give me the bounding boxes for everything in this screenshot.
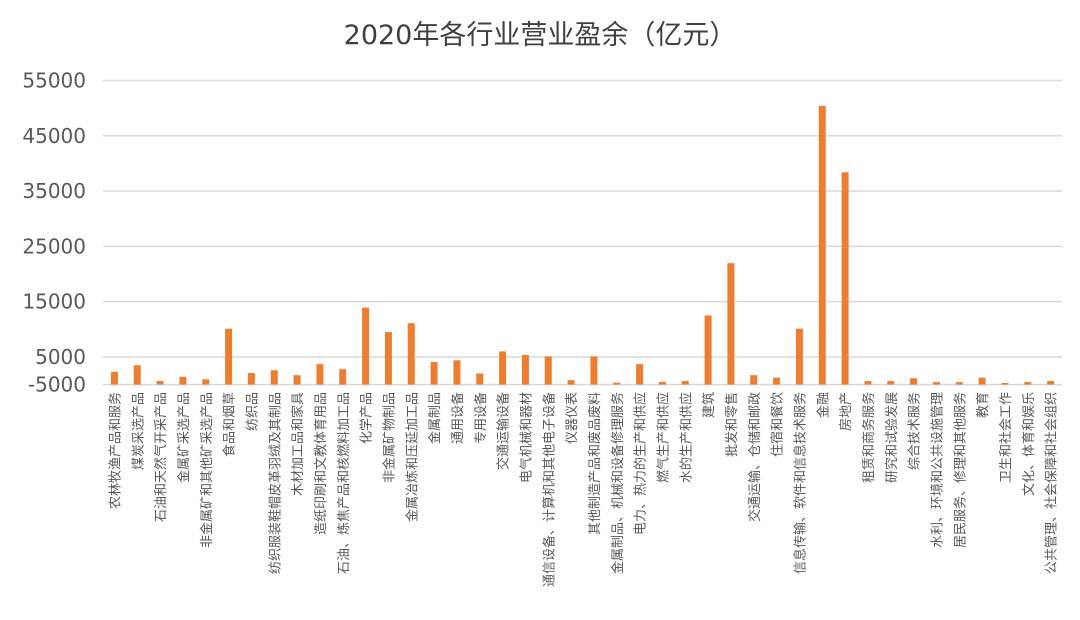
x-tick-label: 化学产品 xyxy=(359,392,375,444)
bar xyxy=(841,172,849,385)
x-tick-label: 交通运输设备 xyxy=(496,392,512,470)
x-tick-label: 居民服务、修理和其他服务 xyxy=(952,392,968,548)
x-tick-label: 水利、环境和公共设施管理 xyxy=(930,392,945,548)
bar xyxy=(636,364,644,385)
bar xyxy=(316,364,324,385)
bar xyxy=(567,380,575,385)
x-tick-label: 房地产 xyxy=(838,392,854,431)
bar xyxy=(750,375,758,385)
bar xyxy=(613,382,621,385)
bar xyxy=(681,381,689,385)
x-tick-label: 农林牧渔产品和服务 xyxy=(107,392,123,509)
y-axis: 55000 45000 35000 25000 15000 5000 -5000 xyxy=(22,68,86,396)
bar xyxy=(179,376,187,385)
x-tick-label: 卫生和社会工作 xyxy=(998,392,1014,483)
x-tick-label: 金属制品 xyxy=(427,392,443,444)
bar xyxy=(864,381,872,385)
x-tick-label: 交通运输、仓储和邮政 xyxy=(747,392,763,522)
bar xyxy=(910,378,918,385)
x-tick-label: 非金属矿物制品 xyxy=(381,392,397,483)
bar xyxy=(704,315,712,385)
bars xyxy=(110,105,1055,385)
bar xyxy=(727,263,735,385)
bar xyxy=(590,356,598,385)
bar xyxy=(407,323,415,385)
bar xyxy=(339,369,347,385)
bar xyxy=(1001,382,1009,385)
x-tick-label: 专用设备 xyxy=(473,392,489,444)
bar xyxy=(362,307,370,385)
chart-title: 2020年各行业营业盈余（亿元） xyxy=(344,20,737,51)
bar xyxy=(476,373,484,385)
y-tick-label: 25000 xyxy=(22,234,86,258)
x-tick-label: 研究和试验发展 xyxy=(884,392,900,483)
x-tick-label: 水的生产和供应 xyxy=(678,392,694,483)
x-tick-label: 燃气生产和供应 xyxy=(655,392,671,483)
bar xyxy=(1024,382,1032,385)
x-tick-label: 教育 xyxy=(975,392,991,418)
bar xyxy=(818,105,826,385)
bar xyxy=(932,382,940,385)
x-tick-label: 电气机械和器材 xyxy=(518,392,534,483)
bar xyxy=(225,328,233,385)
x-tick-label: 金融 xyxy=(815,392,831,418)
bar xyxy=(1047,381,1055,385)
x-tick-label: 通用设备 xyxy=(450,392,466,444)
bar xyxy=(247,372,255,385)
x-tick-label: 纺织服装鞋帽皮革羽绒及其制品 xyxy=(267,392,283,574)
y-tick-label: 55000 xyxy=(22,68,86,92)
x-tick-label: 其他制造产品和废品废料 xyxy=(587,392,603,535)
gridlines xyxy=(103,79,1062,386)
bar xyxy=(887,381,895,385)
y-tick-label: 5000 xyxy=(35,345,86,369)
x-tick-label: 木材加工品和家具 xyxy=(290,392,306,496)
bar xyxy=(270,370,278,385)
bar xyxy=(430,361,438,385)
y-tick-label: 35000 xyxy=(22,179,86,203)
bar xyxy=(978,377,986,385)
x-tick-label: 公共管理、社会保障和社会组织 xyxy=(1044,392,1060,574)
x-axis: 农林牧渔产品和服务 煤炭采选产品 石油和天然气开采产品 金属矿采选产品 非金属矿和其他矿… xyxy=(107,392,1059,587)
y-tick-label: 15000 xyxy=(22,290,86,314)
bar xyxy=(453,360,461,385)
x-tick-label: 煤炭采选产品 xyxy=(131,392,146,470)
x-tick-label: 造纸印刷和文教体育用品 xyxy=(313,392,329,535)
x-tick-label: 非金属矿和其他矿采选产品 xyxy=(199,392,215,548)
bar xyxy=(795,328,803,385)
x-tick-label: 食品和烟草 xyxy=(222,392,238,457)
x-tick-label: 纺织品 xyxy=(245,392,260,431)
y-tick-label: -5000 xyxy=(28,373,86,397)
bar xyxy=(955,382,963,385)
bar xyxy=(521,355,529,385)
x-tick-label: 仪器仪表 xyxy=(565,392,580,444)
bar xyxy=(544,356,552,385)
x-tick-label: 电力、热力的生产和供应 xyxy=(633,392,649,535)
bar xyxy=(110,371,118,385)
x-tick-label: 石油、炼焦产品和核燃料加工品 xyxy=(336,392,352,574)
x-tick-label: 通信设备、计算机和其他电子设备 xyxy=(541,392,557,587)
x-tick-label: 租赁和商务服务 xyxy=(861,392,877,483)
x-tick-label: 石油和天然气开采产品 xyxy=(153,392,169,522)
x-tick-label: 文化、体育和娱乐 xyxy=(1021,392,1037,496)
x-tick-label: 金属制品、机械和设备修理服务 xyxy=(610,392,626,574)
bar xyxy=(156,381,164,385)
x-tick-label: 建筑 xyxy=(701,392,717,418)
x-tick-label: 金属矿采选产品 xyxy=(176,392,192,483)
y-tick-label: 45000 xyxy=(22,124,86,148)
bar xyxy=(293,375,301,385)
bar xyxy=(384,332,392,385)
x-tick-label: 批发和零售 xyxy=(724,392,740,457)
bar xyxy=(658,381,666,385)
x-tick-label: 信息传输、软件和信息技术服务 xyxy=(792,392,808,574)
bar xyxy=(773,377,781,385)
x-tick-label: 住宿和餐饮 xyxy=(770,392,786,457)
bar xyxy=(499,351,507,385)
x-tick-label: 综合技术服务 xyxy=(907,392,923,470)
x-tick-label: 金属冶炼和压延加工品 xyxy=(404,392,420,522)
bar xyxy=(202,379,210,385)
bar xyxy=(133,365,141,385)
